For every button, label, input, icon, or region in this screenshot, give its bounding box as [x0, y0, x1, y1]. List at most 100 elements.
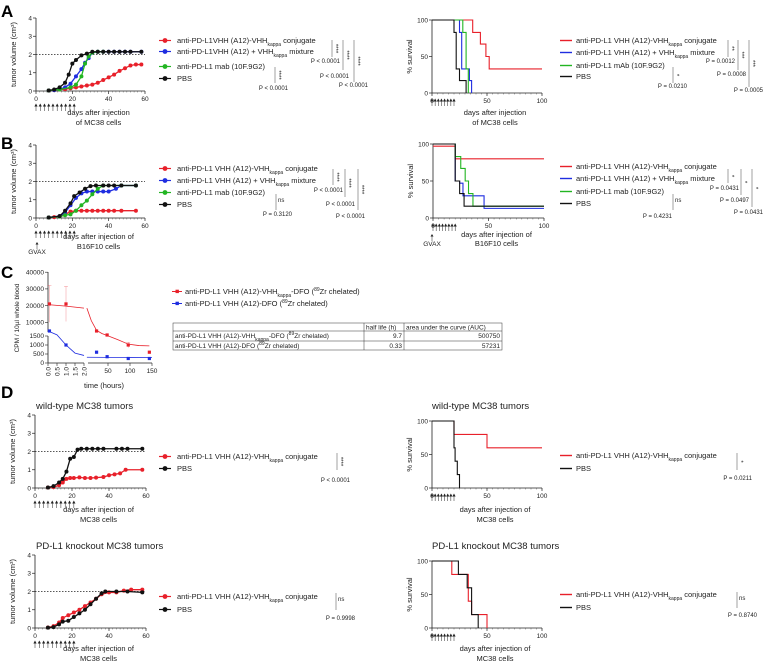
chart-title: PD-L1 knockout MC38 tumors: [432, 541, 559, 552]
p-value: P = 0.3120: [263, 212, 293, 218]
p-value: P = 0.0211: [723, 476, 752, 482]
y-tick-label: 0: [27, 485, 31, 492]
data-point: [84, 446, 89, 451]
data-point: [128, 49, 133, 54]
x-axis-label: time (hours): [84, 381, 125, 390]
text-segment: Zr chelated): [265, 343, 300, 350]
legend-label: anti-PD-L1 VHH (A12)-VHHkappa conjugate: [576, 451, 717, 463]
data-point: [52, 87, 57, 92]
significance-stars: ****: [337, 457, 343, 467]
x-tick-label: 0: [34, 96, 38, 103]
data-point: [71, 615, 76, 620]
treatment-arrow-icon: [42, 103, 47, 111]
significance-bracket: **** P < 0.0001: [326, 169, 356, 208]
treatment-arrow-icon: [42, 640, 46, 648]
panel-label-a: A: [1, 2, 13, 21]
x-tick-label: 20: [69, 96, 77, 103]
table-cell-auc: 57231: [482, 343, 500, 350]
data-point: [84, 83, 89, 88]
table-cell-auc: 500750: [478, 333, 500, 340]
significance-stars: ****: [333, 172, 339, 182]
data-point: [106, 189, 111, 194]
text-segment: 89: [259, 341, 265, 347]
data-point: [103, 589, 108, 594]
data-point: [79, 67, 84, 72]
legend-label: PBS: [177, 605, 192, 614]
text-segment: mixture: [688, 174, 715, 183]
data-point: [90, 82, 95, 87]
chart-B-growth: 0 20 40 60 0 1 2 3 4 tumor volume (cm³) days after…: [9, 142, 366, 256]
text-segment: anti-PD-L1 VHH (A12) + VHH: [576, 48, 675, 57]
data-point: [79, 84, 84, 89]
data-point: [114, 589, 119, 594]
data-point: [101, 475, 106, 480]
treatment-arrow-icon: [42, 230, 47, 238]
arrow-head: [433, 493, 437, 497]
arrow-head: [452, 633, 456, 637]
legend-marker: [162, 166, 168, 171]
y-tick-label: 50: [421, 452, 429, 459]
data-point: [71, 610, 76, 615]
x-axis-label: days after injection of: [460, 505, 532, 514]
data-point: [88, 602, 93, 607]
series-1: [47, 329, 153, 361]
data-point: [77, 475, 82, 480]
treatment-arrow-icon: [33, 500, 37, 508]
treatment-arrow-icon: [72, 103, 76, 111]
text-segment: kappa: [675, 54, 689, 60]
significance-bracket: ns P = 0.9998: [326, 593, 356, 622]
treatment-arrow-icon: [34, 230, 38, 238]
legend-marker: [162, 466, 168, 471]
significance-stars: *: [752, 187, 758, 190]
text-segment: kappa: [270, 170, 284, 176]
treatment-arrow-icon: [46, 500, 50, 508]
data-point: [82, 607, 87, 612]
treatment-arrow-icon: [452, 98, 456, 106]
treatment-arrow-icon: [430, 633, 434, 641]
text-segment: anti-PD-L1 VHH (A12)-VHH: [177, 592, 270, 601]
arrow-head: [47, 230, 51, 234]
treatment-arrow-icon: [446, 98, 450, 106]
data-point: [64, 469, 69, 474]
treatment-arrow-icon: [442, 493, 447, 501]
y-axis-label: tumor volume (cm³): [9, 148, 18, 214]
p-value: P < 0.0001: [314, 188, 344, 194]
arrow-head: [64, 230, 68, 234]
text-segment: PBS: [576, 72, 591, 81]
legend-item: PBS: [560, 199, 591, 208]
gvax-arrowhead-icon: [430, 234, 434, 237]
x-tick-label: 60: [142, 493, 150, 500]
y-axis-label: % survival: [405, 39, 414, 74]
significance-stars: *: [737, 460, 743, 463]
treatment-arrow-icon: [38, 230, 42, 238]
data-point: [66, 72, 71, 77]
x-axis-label: MC38 cells: [476, 515, 513, 524]
x-tick-label: 100: [537, 98, 548, 105]
y-tick-label: 30000: [26, 286, 44, 293]
significance-stars: ****: [275, 70, 281, 80]
legend-label: anti-PD-L1 mab (10F.9G2): [576, 187, 664, 196]
data-point: [101, 189, 106, 194]
legend-item: PBS: [159, 74, 192, 83]
data-point: [79, 53, 84, 58]
y-tick-label: 1000: [30, 342, 45, 349]
x-tick-label: 60: [141, 96, 149, 103]
panel-label-d: D: [1, 383, 13, 402]
x-tick-label: 150: [147, 368, 158, 375]
text-segment: conjugate: [682, 451, 717, 460]
data-point: [83, 186, 88, 191]
data-point: [94, 596, 99, 601]
x-axis-label: days after injection of: [63, 644, 135, 653]
arrow-head: [34, 103, 38, 107]
y-tick-label: 0: [28, 88, 32, 95]
arrow-head: [68, 230, 72, 234]
data-point: [88, 184, 93, 189]
arrow-head: [55, 103, 59, 107]
treatment-arrow-icon: [450, 223, 454, 231]
x-tick-label: 0: [33, 633, 37, 640]
data-point: [112, 208, 117, 213]
legend-marker: [162, 38, 168, 43]
arrow-head: [72, 230, 76, 234]
legend-label: PBS: [177, 464, 192, 473]
